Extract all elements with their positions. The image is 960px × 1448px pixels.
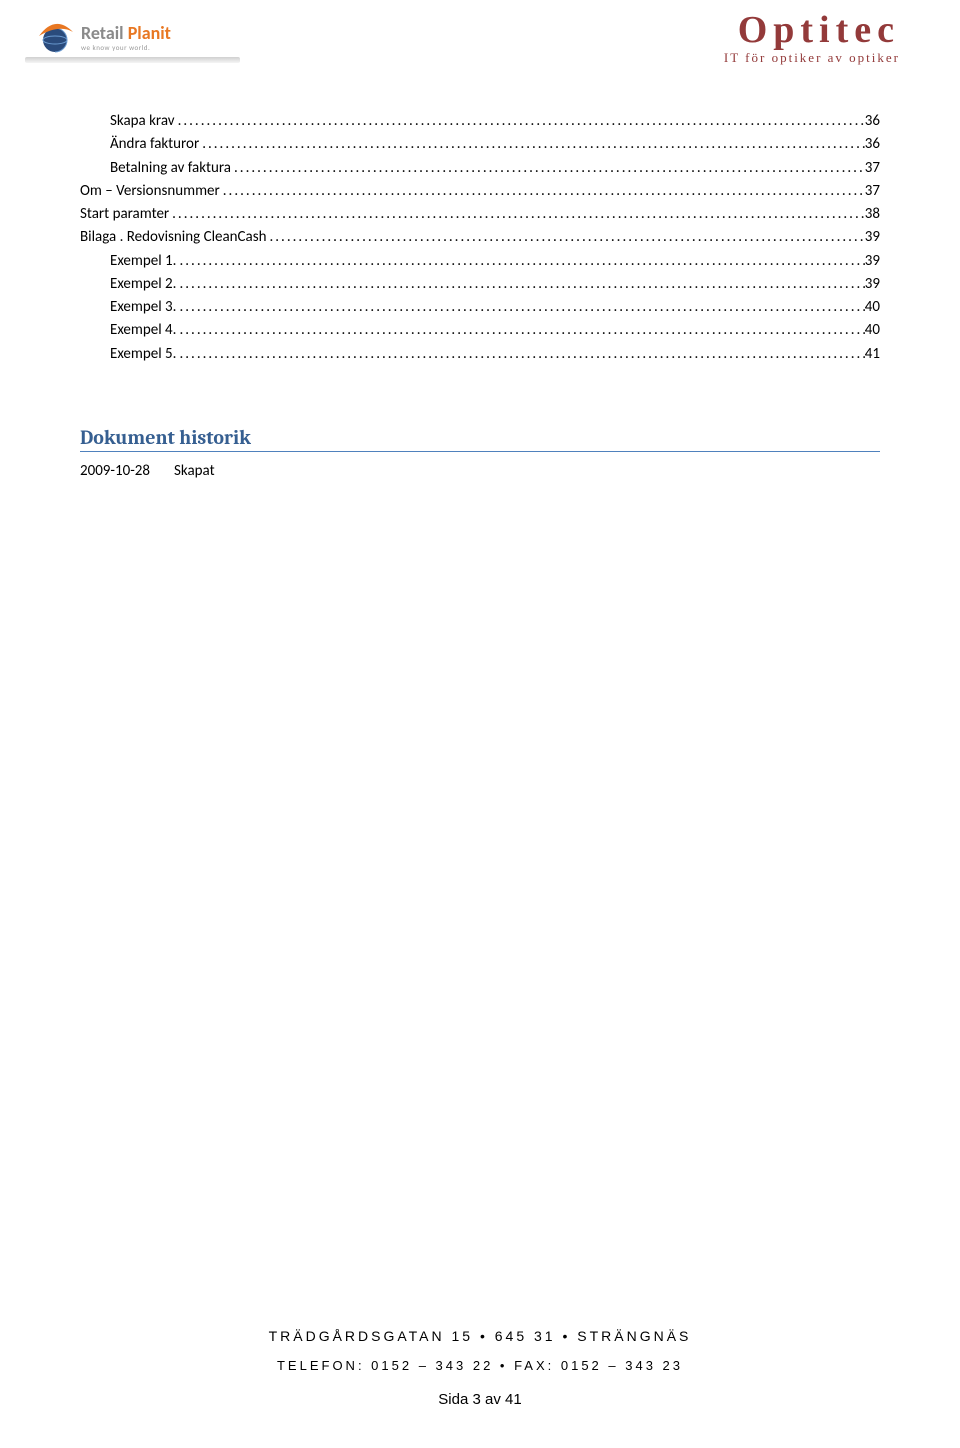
toc-label: Exempel 2. [110,273,176,296]
toc-leader [175,110,865,133]
toc-entry: Bilaga . Redovisning CleanCash 39 [80,226,880,249]
logo-word-1: Retail [81,22,124,44]
brand-title: Optitec [724,8,900,52]
page-content: Skapa krav 36 Ändra fakturor 36 Betalnin… [0,90,960,480]
toc-entry: Exempel 2. 39 [80,273,880,296]
toc-label: Start paramter [80,203,169,226]
logo-tagline: we know your world. [81,44,171,51]
toc-leader [176,319,864,342]
toc-label: Ändra fakturor [110,133,199,156]
section-heading: Dokument historik [80,426,880,452]
toc-label: Om – Versionsnummer [80,180,220,203]
toc-label: Exempel 5. [110,343,176,366]
page-footer: TRÄDGÅRDSGATAN 15 • 645 31 • STRÄNGNÄS T… [0,1328,960,1408]
history-text: Skapat [174,462,215,480]
toc-page: 37 [865,180,880,203]
toc-page: 40 [865,296,880,319]
brand-block: Optitec IT för optiker av optiker [724,8,900,66]
toc-leader [266,226,864,249]
toc-page: 37 [865,157,880,180]
toc-page: 40 [865,319,880,342]
toc-leader [169,203,865,226]
toc-label: Exempel 4. [110,319,176,342]
footer-address: TRÄDGÅRDSGATAN 15 • 645 31 • STRÄNGNÄS [0,1328,960,1344]
history-row: 2009-10-28 Skapat [80,462,880,480]
toc-leader [220,180,865,203]
toc-leader [176,296,864,319]
toc-leader [176,250,864,273]
toc-label: Bilaga . Redovisning CleanCash [80,226,266,249]
toc-leader [231,157,865,180]
toc-entry: Exempel 3. 40 [80,296,880,319]
toc-entry: Ändra fakturor 36 [80,133,880,156]
toc-page: 38 [865,203,880,226]
logo-word-2: Planit [128,22,171,44]
toc-entry: Start paramter 38 [80,203,880,226]
toc-page: 39 [865,273,880,296]
toc-label: Exempel 3. [110,296,176,319]
footer-page-number: Sida 3 av 41 [0,1391,960,1408]
toc-entry: Exempel 1. 39 [80,250,880,273]
history-date: 2009-10-28 [80,462,150,480]
toc-leader [199,133,865,156]
globe-swoosh-icon [35,18,75,58]
toc-label: Exempel 1. [110,250,176,273]
toc-entry: Betalning av faktura 37 [80,157,880,180]
toc-entry: Exempel 5. 41 [80,343,880,366]
toc-page: 39 [865,226,880,249]
page-header: Retail Planit we know your world. Optite… [0,0,960,90]
toc-leader [176,273,864,296]
toc-entry: Exempel 4. 40 [80,319,880,342]
toc-page: 39 [865,250,880,273]
toc-page: 41 [865,343,880,366]
toc-leader [176,343,864,366]
toc-entry: Om – Versionsnummer 37 [80,180,880,203]
toc-page: 36 [865,133,880,156]
logo-text: Retail Planit [81,24,171,42]
brand-subtitle: IT för optiker av optiker [724,50,900,66]
toc-label: Betalning av faktura [110,157,231,180]
toc-page: 36 [865,110,880,133]
footer-contact: TELEFON: 0152 – 343 22 • FAX: 0152 – 343… [0,1358,960,1373]
logo-underline [25,57,240,63]
toc-label: Skapa krav [110,110,175,133]
toc-entry: Skapa krav 36 [80,110,880,133]
